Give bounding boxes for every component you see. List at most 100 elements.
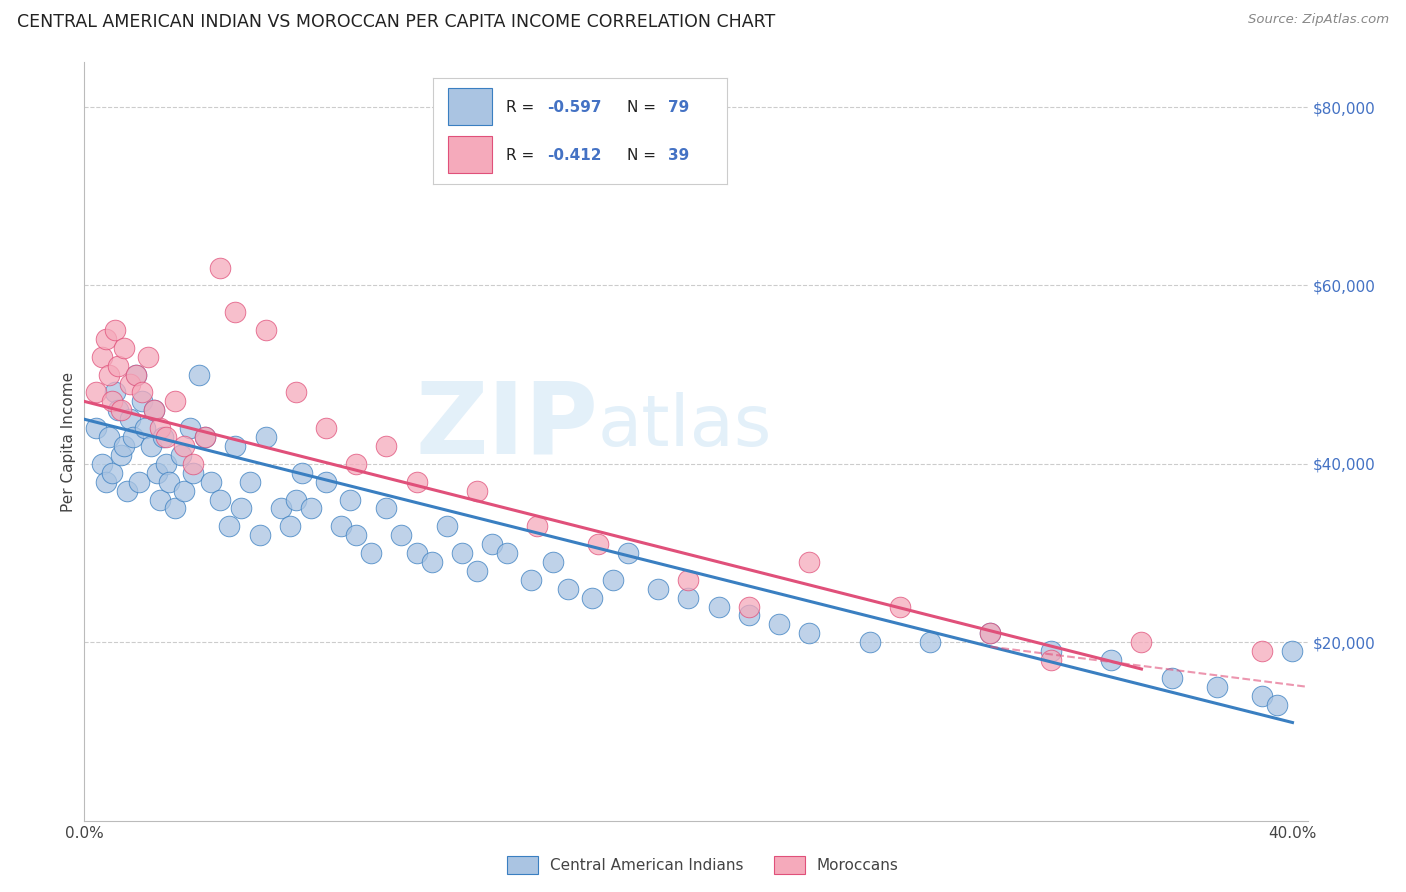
Point [707, 599, 730, 614]
Point [142, 403, 165, 417]
Point [284, 492, 307, 507]
Point [224, 305, 246, 319]
Legend: Central American Indians, Moroccans: Central American Indians, Moroccans [501, 850, 905, 880]
Point [112, 341, 135, 355]
Point [344, 457, 367, 471]
Point [91, 350, 114, 364]
Point [1130, 635, 1153, 649]
Point [112, 439, 135, 453]
Point [1281, 644, 1303, 658]
Point [194, 430, 217, 444]
Point [581, 591, 603, 605]
Point [188, 368, 211, 382]
Point [128, 475, 150, 489]
Point [918, 635, 941, 649]
Point [218, 519, 240, 533]
Point [979, 626, 1001, 640]
Point [526, 519, 548, 533]
Point [100, 466, 122, 480]
Point [100, 394, 122, 409]
Point [541, 555, 564, 569]
Point [278, 519, 301, 533]
Point [1160, 671, 1182, 685]
Point [136, 350, 159, 364]
Point [103, 385, 125, 400]
Text: atlas: atlas [598, 392, 772, 461]
Point [799, 555, 821, 569]
Point [239, 475, 262, 489]
Point [110, 448, 132, 462]
Point [209, 260, 232, 275]
Point [284, 385, 307, 400]
Point [1039, 644, 1062, 658]
Point [1206, 680, 1229, 694]
Point [859, 635, 882, 649]
Point [200, 475, 222, 489]
Point [557, 582, 579, 596]
Point [315, 421, 337, 435]
Point [270, 501, 292, 516]
Point [209, 492, 232, 507]
Point [315, 475, 337, 489]
Point [768, 617, 790, 632]
Text: CENTRAL AMERICAN INDIAN VS MOROCCAN PER CAPITA INCOME CORRELATION CHART: CENTRAL AMERICAN INDIAN VS MOROCCAN PER … [17, 13, 775, 31]
Point [97, 430, 120, 444]
Point [889, 599, 911, 614]
Point [979, 626, 1001, 640]
Point [375, 501, 398, 516]
Point [405, 546, 427, 560]
Point [420, 555, 443, 569]
Point [799, 626, 821, 640]
Point [465, 483, 488, 498]
Point [155, 457, 177, 471]
Point [647, 582, 669, 596]
Point [86, 421, 108, 435]
Point [163, 394, 186, 409]
Point [391, 528, 413, 542]
Point [1267, 698, 1289, 712]
Point [678, 573, 700, 587]
Point [291, 466, 314, 480]
Point [481, 537, 503, 551]
Point [149, 421, 172, 435]
Point [131, 394, 153, 409]
Point [1251, 689, 1274, 703]
Point [617, 546, 640, 560]
Point [125, 368, 148, 382]
Point [146, 466, 169, 480]
Point [142, 403, 165, 417]
Point [330, 519, 353, 533]
Text: ZIP: ZIP [415, 378, 598, 475]
Point [115, 483, 138, 498]
Point [181, 466, 204, 480]
Point [91, 457, 114, 471]
Point [1251, 644, 1274, 658]
Point [1039, 653, 1062, 667]
Point [134, 421, 156, 435]
Point [94, 332, 117, 346]
Point [149, 492, 172, 507]
Point [125, 368, 148, 382]
Point [451, 546, 474, 560]
Point [465, 564, 488, 578]
Point [299, 501, 322, 516]
Point [170, 448, 193, 462]
Point [602, 573, 624, 587]
Point [405, 475, 427, 489]
Point [107, 403, 129, 417]
Point [1099, 653, 1122, 667]
Point [496, 546, 519, 560]
Point [249, 528, 271, 542]
Point [738, 599, 761, 614]
Point [118, 376, 141, 391]
Point [179, 421, 201, 435]
Point [97, 368, 120, 382]
Point [139, 439, 162, 453]
Point [173, 439, 195, 453]
Point [360, 546, 382, 560]
Point [436, 519, 458, 533]
Point [181, 457, 204, 471]
Point [157, 475, 180, 489]
Point [738, 608, 761, 623]
Point [586, 537, 609, 551]
